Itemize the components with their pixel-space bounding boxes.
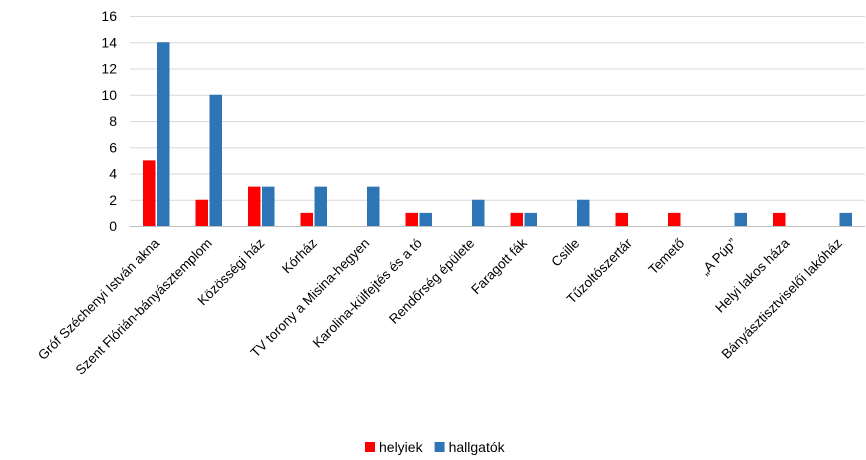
bar-hallgatók-13 [839,212,852,227]
y-tick-label: 12 [101,61,117,77]
x-category-label: Temető [645,236,687,278]
y-tick-label: 4 [109,166,117,182]
bar-hallgatók-6 [472,199,485,226]
x-category-label: Csille [548,236,582,270]
bar-hallgatók-7 [524,212,537,227]
bar-helyiek-10 [668,212,681,227]
bars [143,42,852,227]
bar-helyiek-3 [300,212,313,227]
y-tick-label: 8 [109,113,117,129]
bar-helyiek-9 [615,212,628,227]
legend-swatch-helyiek [365,442,375,452]
bar-hallgatók-0 [157,42,170,226]
bar-hallgatók-1 [209,94,222,226]
y-axis-tick-labels: 0 2 4 6 8 10 12 14 16 [101,8,117,234]
bar-hallgatók-4 [367,186,380,227]
bar-helyiek-2 [248,186,261,227]
x-category-label: Karolina-külfejtés és a tó [310,236,425,351]
x-category-label: Kórház [279,235,320,276]
bar-helyiek-0 [143,160,156,227]
x-category-label: „A Púp” [697,236,739,278]
grid-lines [130,16,865,201]
legend: helyiek hallgatók [365,439,506,455]
bar-hallgatók-11 [734,212,747,227]
bar-helyiek-12 [773,212,786,227]
y-tick-label: 0 [109,218,117,234]
bar-hallgatók-8 [577,199,590,226]
y-tick-label: 10 [101,87,117,103]
legend-swatch-hallgatók [434,442,445,452]
bar-helyiek-5 [405,212,418,227]
y-tick-label: 6 [109,139,117,155]
bar-hallgatók-2 [262,186,275,227]
legend-label-helyiek: helyiek [379,439,424,455]
y-tick-label: 2 [109,192,117,208]
bar-helyiek-7 [510,212,523,227]
bar-hallgatók-3 [314,186,327,227]
y-tick-label: 14 [101,34,117,50]
bar-helyiek-1 [195,199,208,226]
x-category-label: Faragott fák [468,235,530,297]
legend-label-hallgatók: hallgatók [449,439,506,455]
bar-hallgatók-5 [419,212,432,227]
y-tick-label: 16 [101,8,117,24]
